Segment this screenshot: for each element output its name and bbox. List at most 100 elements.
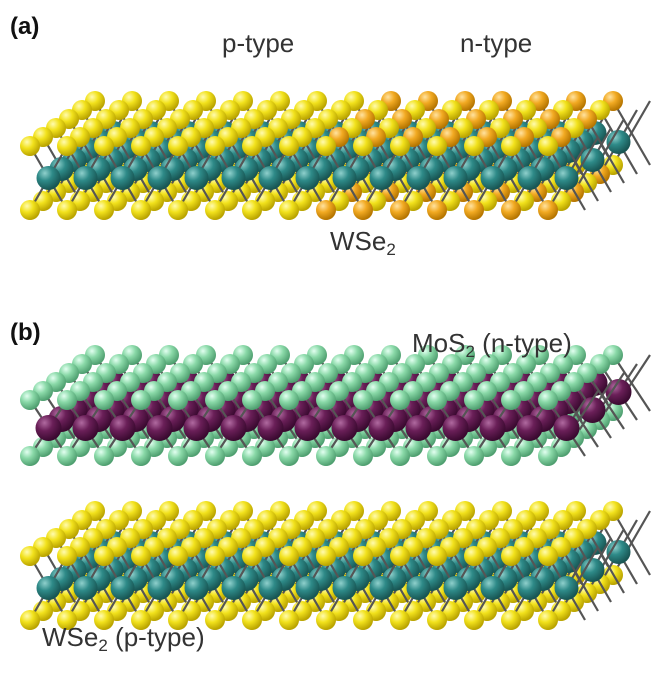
atom [94,200,114,220]
atom [131,546,151,566]
atom [538,446,558,466]
atom [353,610,373,630]
bond [632,133,651,165]
atom [57,446,77,466]
atom [148,166,172,190]
atom [295,415,321,441]
atom [36,415,62,441]
atom [538,546,558,566]
atom [501,446,521,466]
atom [168,546,188,566]
atom [333,576,357,600]
atom [443,415,469,441]
atom [37,166,61,190]
atom [111,576,135,600]
atom [390,546,410,566]
atom [279,200,299,220]
atom [73,415,99,441]
atom [168,136,188,156]
atom [390,390,410,410]
bond [632,383,651,411]
atom [258,415,284,441]
atom [555,576,579,600]
atom [221,415,247,441]
atom [316,390,336,410]
atom [390,136,410,156]
bond [632,511,651,543]
layer-label: MoS2 (n-type) [412,328,572,361]
atom [94,446,114,466]
atom [205,136,225,156]
atom [316,200,336,220]
label-part: (p-type) [108,622,205,652]
atom [538,610,558,630]
atom [131,446,151,466]
atom [464,390,484,410]
atom [242,136,262,156]
atom [168,200,188,220]
atom [538,200,558,220]
atom [131,390,151,410]
atom [555,166,579,190]
atom [94,546,114,566]
atom [74,166,98,190]
atom [353,546,373,566]
atom [481,166,505,190]
atom [464,546,484,566]
atom [501,390,521,410]
atom [205,200,225,220]
label-subscript: 2 [465,342,474,361]
atom [205,546,225,566]
atom [518,576,542,600]
atom [390,610,410,630]
panel-label: (b) [10,319,41,346]
label-part: WSe [330,226,386,256]
atom [168,446,188,466]
atom [501,610,521,630]
label-part: WSe [42,622,98,652]
atom [57,546,77,566]
label-subscript: 2 [98,636,107,655]
atom [464,610,484,630]
atom [406,415,432,441]
atom [94,136,114,156]
atom [20,390,40,410]
atom [205,446,225,466]
atom [111,166,135,190]
atom [464,136,484,156]
atom [185,166,209,190]
atom [407,576,431,600]
atom [279,136,299,156]
atom [242,546,262,566]
panel-label: (a) [10,13,39,40]
atom [94,390,114,410]
figure: (a) p-type n-type WSe2 (b) MoS2 (n-type)… [0,0,672,673]
atom [222,166,246,190]
atom [501,546,521,566]
atom [444,576,468,600]
atom [444,166,468,190]
atom [316,446,336,466]
atom [554,415,580,441]
atom [20,446,40,466]
atom [390,200,410,220]
label-subscript: 2 [386,240,395,259]
atom [390,446,410,466]
atom [316,610,336,630]
atom [205,390,225,410]
atom [20,136,40,156]
atom [538,136,558,156]
atom [184,415,210,441]
atom [517,415,543,441]
atom [464,446,484,466]
atom [20,546,40,566]
atom [518,166,542,190]
atom [242,390,262,410]
atom [353,390,373,410]
atom [464,200,484,220]
atom [259,166,283,190]
atom [279,390,299,410]
atom [538,390,558,410]
page: (a) p-type n-type WSe2 (b) MoS2 (n-type)… [0,0,672,673]
atom [168,390,188,410]
